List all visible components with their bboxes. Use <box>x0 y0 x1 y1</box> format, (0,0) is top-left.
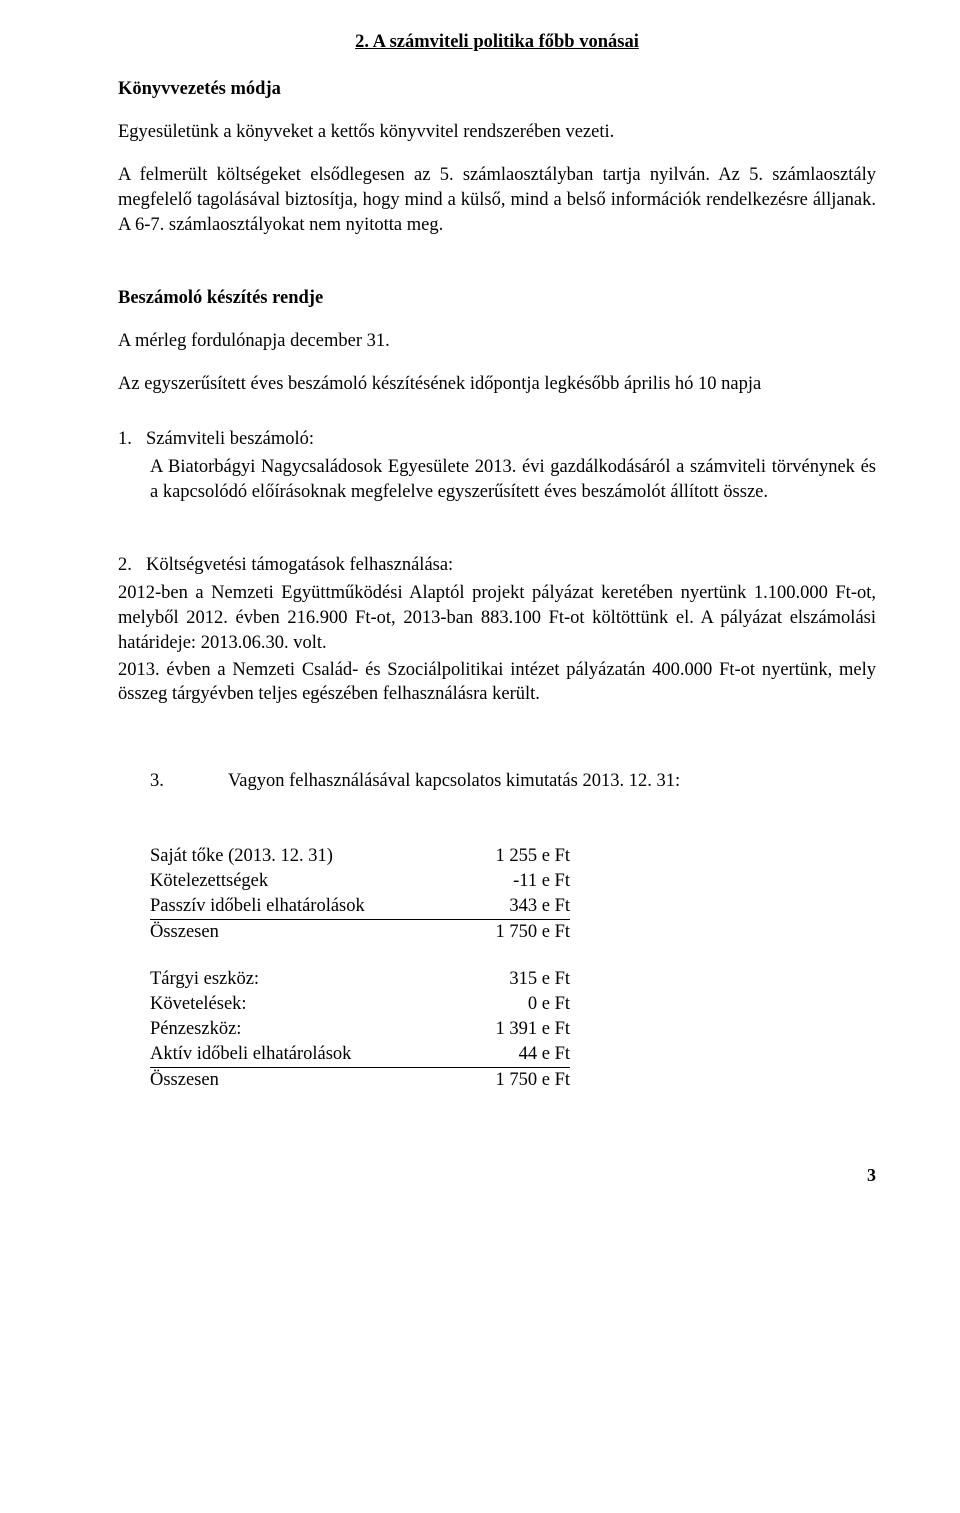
cell-label: Pénzeszköz: <box>150 1017 430 1042</box>
table-row: Saját tőke (2013. 12. 31) 1 255 e Ft <box>150 844 570 869</box>
cell-value: 315 e Ft <box>430 967 570 992</box>
cell-label: Tárgyi eszköz: <box>150 967 430 992</box>
table-row: Kötelezettségek -11 e Ft <box>150 869 570 894</box>
list-number-1: 1. <box>118 427 146 452</box>
heading-beszamolo: Beszámoló készítés rendje <box>118 286 876 311</box>
cell-label: Összesen <box>150 920 430 945</box>
page-number: 3 <box>118 1163 876 1187</box>
cell-value: 1 391 e Ft <box>430 1017 570 1042</box>
cell-value: 343 e Ft <box>430 894 570 919</box>
cell-value: 1 255 e Ft <box>430 844 570 869</box>
cell-value: -11 e Ft <box>430 869 570 894</box>
cell-label: Passzív időbeli elhatárolások <box>150 894 430 919</box>
list-item-2-lead: 2.Költségvetési támogatások felhasználás… <box>118 553 876 578</box>
section-title: 2. A számviteli politika főbb vonásai <box>118 30 876 55</box>
list-body-2b-wrap: 2013. évben a Nemzeti Család- és Szociál… <box>118 658 876 708</box>
table-row-total: Összesen 1 750 e Ft <box>150 920 570 945</box>
equity-table: Saját tőke (2013. 12. 31) 1 255 e Ft Köt… <box>150 844 570 1093</box>
list-body-1: A Biatorbágyi Nagycsaládosok Egyesülete … <box>118 455 876 505</box>
heading-3-label: Vagyon felhasználásával kapcsolatos kimu… <box>228 771 680 791</box>
list-body-2a-line1: 2012-ben a Nemzeti Együttműködési Alaptó… <box>118 583 876 653</box>
cell-label: Saját tőke (2013. 12. 31) <box>150 844 430 869</box>
table-spacer <box>150 945 570 967</box>
cell-label: Aktív időbeli elhatárolások <box>150 1042 430 1067</box>
list-label-1: Számviteli beszámoló: <box>146 429 314 449</box>
cell-value: 44 e Ft <box>430 1042 570 1067</box>
heading-3-num: 3. <box>150 769 228 794</box>
list-label-2: Költségvetési támogatások felhasználása: <box>146 555 453 575</box>
list-number-2: 2. <box>118 553 146 578</box>
paragraph-konyv2: A felmerült költségeket elsődlegesen az … <box>118 163 876 238</box>
heading-3: 3.Vagyon felhasználásával kapcsolatos ki… <box>118 769 876 794</box>
cell-label: Összesen <box>150 1068 430 1093</box>
table-row-total: Összesen 1 750 e Ft <box>150 1068 570 1093</box>
cell-value: 1 750 e Ft <box>430 1068 570 1093</box>
paragraph-merleg: A mérleg fordulónapja december 31. <box>118 329 876 354</box>
table-row: Követelések: 0 e Ft <box>150 992 570 1017</box>
table-row: Passzív időbeli elhatárolások 343 e Ft <box>150 894 570 919</box>
paragraph-konyv1: Egyesületünk a könyveket a kettős könyvv… <box>118 120 876 145</box>
heading-konyvvezetes: Könyvvezetés módja <box>118 77 876 102</box>
cell-value: 1 750 e Ft <box>430 920 570 945</box>
list-body-2b: 2013. évben a Nemzeti Család- és Szociál… <box>118 660 876 705</box>
list-body-2a: 2012-ben a Nemzeti Együttműködési Alaptó… <box>118 581 876 656</box>
cell-value: 0 e Ft <box>430 992 570 1017</box>
cell-label: Követelések: <box>150 992 430 1017</box>
table-row: Pénzeszköz: 1 391 e Ft <box>150 1017 570 1042</box>
table-row: Tárgyi eszköz: 315 e Ft <box>150 967 570 992</box>
paragraph-egyszer: Az egyszerűsített éves beszámoló készíté… <box>118 372 876 397</box>
list-item-1-lead: 1.Számviteli beszámoló: <box>118 427 876 452</box>
table-row: Aktív időbeli elhatárolások 44 e Ft <box>150 1042 570 1067</box>
cell-label: Kötelezettségek <box>150 869 430 894</box>
